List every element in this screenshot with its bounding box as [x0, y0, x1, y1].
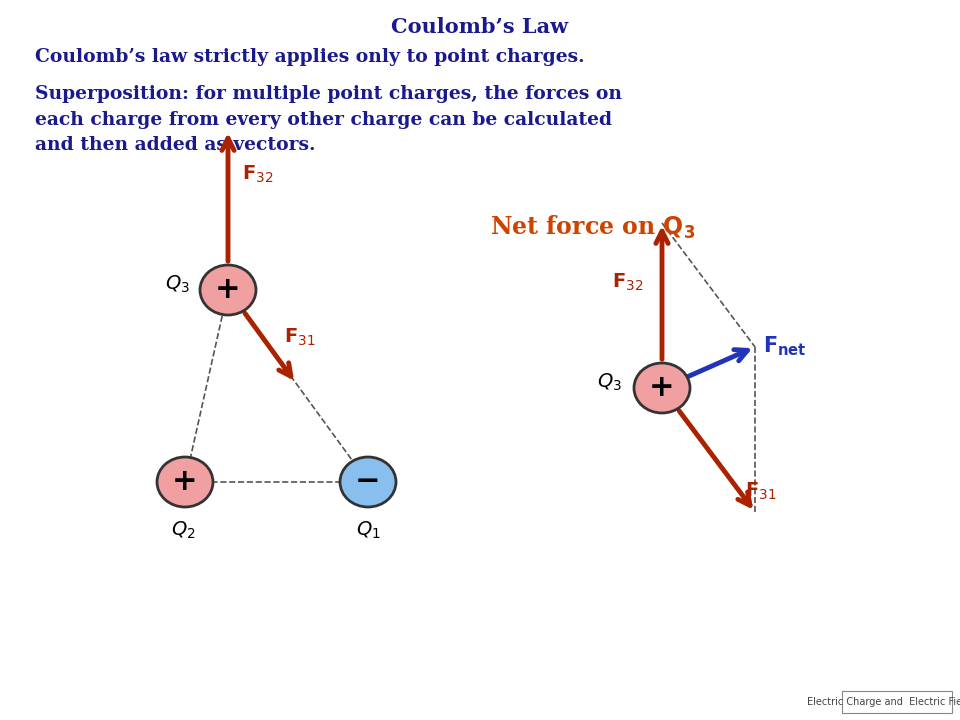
Text: $\mathbf{F}_{31}$: $\mathbf{F}_{31}$	[284, 327, 316, 348]
Text: +: +	[215, 276, 241, 305]
FancyBboxPatch shape	[842, 691, 952, 713]
Text: $Q_1$: $Q_1$	[355, 520, 380, 541]
Text: $Q_3$: $Q_3$	[597, 372, 622, 392]
Text: Coulomb’s law strictly applies only to point charges.: Coulomb’s law strictly applies only to p…	[35, 48, 585, 66]
Text: Electric Charge and  Electric Field 16: Electric Charge and Electric Field 16	[807, 697, 960, 707]
Text: −: −	[355, 467, 381, 497]
Text: Coulomb’s Law: Coulomb’s Law	[392, 17, 568, 37]
Ellipse shape	[340, 457, 396, 507]
Ellipse shape	[200, 265, 256, 315]
Text: $\mathbf{F}_{32}$: $\mathbf{F}_{32}$	[242, 164, 274, 185]
Text: $\mathbf{F_{net}}$: $\mathbf{F_{net}}$	[763, 334, 806, 358]
Text: +: +	[649, 374, 675, 402]
Text: Net force on $\mathbf{Q_3}$: Net force on $\mathbf{Q_3}$	[490, 213, 695, 240]
Ellipse shape	[634, 363, 690, 413]
Text: $Q_3$: $Q_3$	[165, 274, 190, 294]
Ellipse shape	[157, 457, 213, 507]
Text: $\mathbf{F}_{32}$: $\mathbf{F}_{32}$	[612, 272, 643, 293]
Text: $Q_2$: $Q_2$	[171, 520, 195, 541]
Text: Superposition: for multiple point charges, the forces on
each charge from every : Superposition: for multiple point charge…	[35, 85, 622, 154]
Text: $\mathbf{F}_{31}$: $\mathbf{F}_{31}$	[745, 481, 777, 503]
Text: +: +	[172, 467, 198, 497]
